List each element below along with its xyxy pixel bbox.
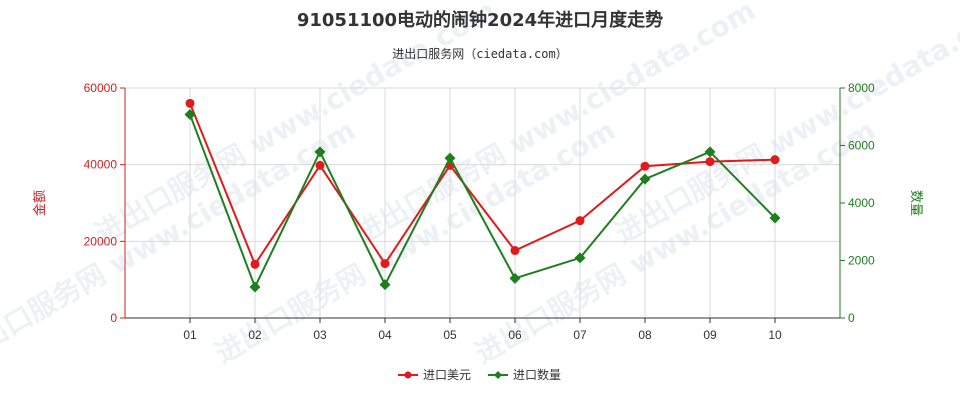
y-right-tick-label: 4000	[848, 196, 875, 210]
y-right-tick-label: 8000	[848, 81, 875, 95]
watermark-text: 进出口服务网 www.ciedata.com	[609, 0, 960, 250]
y-left-tick-label: 40000	[84, 158, 118, 172]
x-tick-label: 04	[378, 328, 392, 342]
legend: 进口美元 进口数量	[398, 367, 561, 382]
data-point-进口美元	[185, 98, 195, 108]
legend-label: 进口美元	[423, 368, 471, 382]
data-point-进口数量	[184, 108, 196, 120]
x-tick-label: 02	[248, 328, 262, 342]
legend-label: 进口数量	[513, 367, 561, 382]
data-point-进口数量	[639, 173, 651, 185]
data-point-进口数量	[574, 252, 586, 264]
x-tick-label: 10	[768, 328, 782, 342]
axes: 0 20000 40000 60000 0 2000 4000 6000 8000 01 02 03 0…	[84, 81, 875, 342]
series-line-进口数量	[189, 114, 776, 290]
legend-marker-进口数量	[494, 371, 502, 379]
y-left-tick-label: 60000	[84, 81, 118, 95]
data-point-进口美元	[250, 259, 260, 269]
x-tick-label: 08	[638, 328, 652, 342]
data-point-进口数量	[704, 146, 716, 158]
y-left-tick-label: 20000	[84, 234, 118, 248]
chart-subtitle: 进出口服务网（ciedata.com）	[392, 46, 567, 61]
y-right-axis-label: 数量	[908, 190, 923, 216]
y-left-tick-label: 0	[110, 311, 117, 325]
data-point-进口数量	[509, 272, 521, 284]
x-tick-label: 07	[573, 328, 587, 342]
x-tick-label: 06	[508, 328, 522, 342]
series-line-进口美元	[189, 102, 776, 267]
series-layer	[184, 98, 781, 293]
data-point-进口数量	[314, 146, 326, 158]
data-point-进口美元	[770, 155, 780, 165]
legend-marker-进口美元	[404, 371, 412, 379]
y-right-tick-label: 0	[848, 311, 855, 325]
x-tick-label: 05	[443, 328, 457, 342]
y-right-tick-label: 6000	[848, 139, 875, 153]
data-point-进口数量	[379, 279, 391, 291]
data-point-进口美元	[640, 161, 650, 171]
data-point-进口美元	[510, 246, 520, 256]
data-point-进口数量	[769, 212, 781, 224]
data-point-进口数量	[249, 281, 261, 293]
data-point-进口美元	[705, 157, 715, 167]
x-tick-label: 01	[183, 328, 197, 342]
data-point-进口美元	[380, 259, 390, 269]
data-point-进口数量	[444, 152, 456, 164]
x-tick-label: 03	[313, 328, 327, 342]
chart-title: 91051100电动的闹钟2024年进口月度走势	[297, 9, 663, 31]
y-right-tick-label: 2000	[848, 254, 875, 268]
y-left-axis-label: 金额	[32, 190, 48, 216]
data-point-进口美元	[575, 216, 585, 226]
data-point-进口美元	[315, 160, 325, 170]
x-tick-label: 09	[703, 328, 717, 342]
